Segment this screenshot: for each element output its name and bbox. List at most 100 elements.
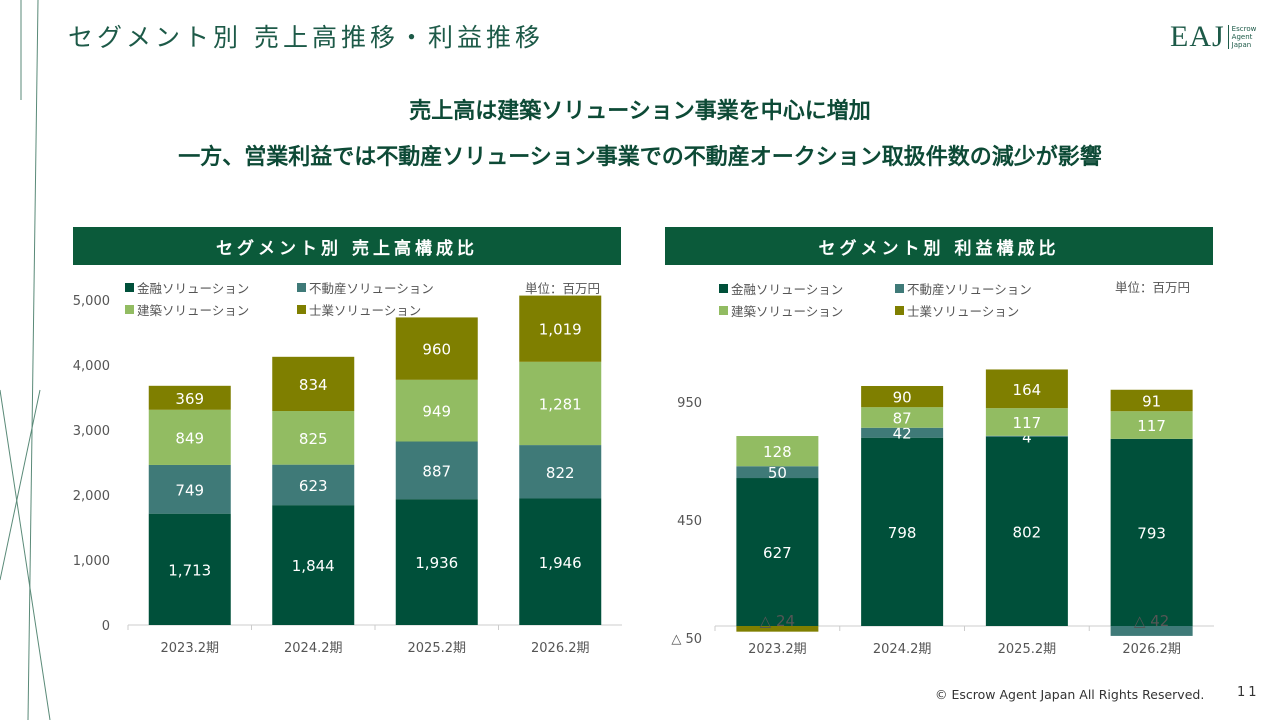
bar-segment [148,464,231,514]
legend-item: 不動産ソリューション [297,278,497,297]
data-label: 834 [299,376,328,394]
data-label: 793 [1137,524,1166,542]
bar-segment [861,385,944,408]
data-label: 1,281 [539,395,582,413]
data-label: 825 [299,430,328,448]
x-tick-label: 2025.2期 [408,641,467,656]
data-label: 802 [1013,523,1042,541]
bar-segment [985,436,1068,626]
data-label: 849 [175,429,204,447]
legend-item: 不動産ソリューション [895,279,1095,298]
bar-segment [1110,389,1193,412]
bar-segment [148,513,231,625]
x-tick-label: 2024.2期 [873,642,932,657]
data-label: 87 [893,409,912,427]
legend-item: 士業ソリューション [895,301,1095,320]
x-tick-label: 2023.2期 [748,642,807,657]
data-label: 117 [1013,414,1042,432]
data-label: 627 [763,544,792,562]
y-tick-label: △ 50 [671,632,702,647]
logo-sub: Agent [1231,33,1253,41]
company-logo: EAJ Escrow Agent Japan [1170,20,1256,54]
page-title: セグメント別 売上高推移・利益推移 [68,23,544,52]
data-label: 887 [422,462,451,480]
data-label: 749 [175,481,204,499]
data-label: 949 [422,403,451,421]
bar-segment [519,445,602,499]
logo-sub: Escrow [1231,25,1257,33]
bar-segment [272,411,355,465]
y-tick-label: 450 [677,514,702,529]
y-tick-label: 0 [102,619,110,634]
bar-segment [736,478,819,626]
data-label: 42 [893,425,912,443]
bar-segment [861,407,944,428]
legend-item: 建築ソリューション [719,301,895,320]
bar-segment [736,466,819,479]
x-tick-label: 2023.2期 [161,641,220,656]
data-label: 822 [546,464,575,482]
data-label: △ 24 [760,612,795,630]
data-label: 1,946 [539,554,582,572]
sales-unit: 単位：百万円 [525,281,601,296]
bar-segment [272,505,355,625]
bar-segment [395,441,478,500]
data-label: 798 [888,524,917,542]
y-tick-label: 950 [677,396,702,411]
bar-segment [395,317,478,380]
bar-segment [272,356,355,412]
copyright: © Escrow Agent Japan All Rights Reserved… [935,687,1205,702]
page-number: 11 [1237,685,1260,700]
data-label: 1,844 [292,557,335,575]
headline-2: 一方、営業利益では不動産ソリューション事業での不動産オークション取扱件数の減少が… [178,145,1102,170]
bar-segment [985,435,1068,437]
bar-segment [395,499,478,625]
y-tick-label: 1,000 [73,554,110,569]
data-label: 117 [1137,417,1166,435]
data-label: 1,936 [415,554,458,572]
profit-chart: △ 50 450 950 2023.2期 627 50 128 △ 24 2024.2期 798 4… [671,369,1214,657]
bar-segment [148,385,231,410]
profit-legend: 金融ソリューション 不動産ソリューション 建築ソリューション 士業ソリューション [719,279,1095,320]
bar-segment [395,379,478,442]
profit-unit: 単位：百万円 [1115,280,1191,295]
legend-item: 金融ソリューション [719,279,895,298]
data-label: 369 [175,390,204,408]
x-tick-label: 2026.2期 [531,641,590,656]
data-label: 128 [763,443,792,461]
bar-segment [861,427,944,438]
legend-item: 士業ソリューション [297,300,497,319]
logo-sub: Japan [1231,41,1252,49]
x-tick-label: 2024.2期 [284,641,343,656]
bar-segment [736,436,819,467]
data-label: 960 [422,341,451,359]
data-label: 1,019 [539,321,582,339]
data-label: 91 [1142,393,1161,411]
data-label: 90 [893,389,912,407]
decorative-lines [0,0,51,720]
headline-1: 売上高は建築ソリューション事業を中心に増加 [409,99,871,124]
data-label: 623 [299,477,328,495]
bar-segment [1110,438,1193,626]
bar-segment [736,626,819,632]
y-tick-label: 5,000 [73,294,110,309]
x-tick-label: 2025.2期 [998,642,1057,657]
logo-text: EAJ [1170,20,1225,53]
bar-segment [519,498,602,625]
y-tick-label: 2,000 [73,489,110,504]
data-label: 1,713 [168,561,211,579]
bar-segment [1110,411,1193,439]
bar-segment [519,361,602,446]
bar-segment [519,295,602,362]
data-label: △ 42 [1134,612,1169,630]
sales-chart: 0 1,000 2,000 3,000 4,000 5,000 2023.2期 1,713 74… [73,294,622,656]
bar-segment [861,437,944,626]
bar-segment [1110,626,1193,636]
bar-segment [272,464,355,506]
profit-chart-title: セグメント別 利益構成比 [665,227,1213,265]
data-label: 50 [768,464,787,482]
data-label: 164 [1013,381,1042,399]
sales-chart-title: セグメント別 売上高構成比 [73,227,621,265]
bar-segment [985,369,1068,409]
x-tick-label: 2026.2期 [1122,642,1181,657]
